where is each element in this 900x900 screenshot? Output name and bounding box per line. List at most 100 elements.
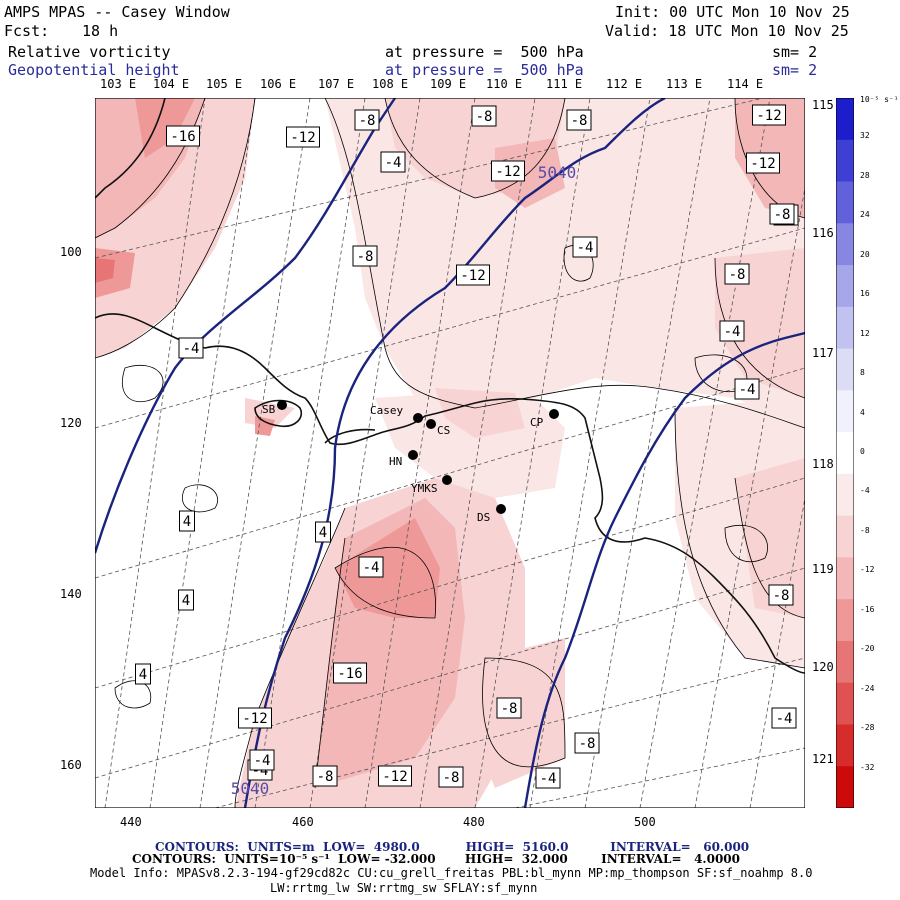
colorbar-segment [836,515,854,558]
vorticity-contour-label: -12 [378,765,412,787]
height-contour-label: 5040 [231,779,270,798]
vorticity-contour-label: 4 [315,521,331,543]
svg-text:-4: -4 [577,240,594,256]
station-label: Casey [370,404,403,417]
vorticity-contour-label: -4 [734,378,760,400]
colorbar-segment [836,98,854,141]
colorbar-segment [836,265,854,308]
station-marker [549,409,559,419]
y-tick: 160 [60,758,82,772]
svg-text:4: 4 [319,525,327,541]
vorticity-contours [95,98,805,808]
station-label: SB [262,403,276,416]
colorbar-tick: -16 [860,604,875,614]
lon-label: 112 E [606,77,643,91]
vorticity-contour-label: -12 [746,152,780,174]
vorticity-contour-label: -4 [771,707,797,729]
vorticity-contour-label: -8 [769,203,795,225]
model-info: Model Info: MPASv8.2.3-194-gf29cd82c CU:… [90,866,813,880]
vorticity-contour-label: -8 [471,105,497,127]
svg-text:4: 4 [139,667,147,683]
svg-text:-8: -8 [317,769,334,785]
y-tick: 120 [60,416,82,430]
x-tick: 480 [463,815,485,829]
vorticity-contour-label: -8 [438,766,464,788]
colorbar-segment [836,181,854,224]
svg-text:-4: -4 [183,341,200,357]
vorticity-contour-info: CONTOURS: UNITS=10⁻⁵ s⁻¹ LOW= -32.000 HI… [132,852,740,866]
colorbar-segment [836,306,854,350]
svg-text:-12: -12 [290,130,315,146]
vorticity-contour-label: -8 [354,109,380,131]
height-labels: 5040 5040 [231,163,577,798]
svg-text:-12: -12 [242,711,267,727]
colorbar-tick: -8 [860,525,870,535]
colorbar-segment [836,682,854,725]
svg-text:-12: -12 [382,769,407,785]
colorbar-tick: -20 [860,644,875,654]
lon-label: 104 E [153,77,190,91]
vorticity-contour-label: -4 [719,320,745,342]
colorbar-segment [836,223,854,266]
station-label: YMKS [411,482,438,495]
colorbar-tick: 8 [860,368,865,378]
colorbar-segment [836,390,854,433]
graticule [95,98,805,808]
station-label: DS [477,511,490,524]
x-tick: 460 [292,815,314,829]
colorbar-segment [836,599,854,642]
vorticity-contour-label: 4 [178,589,194,611]
svg-text:-4: -4 [540,771,557,787]
vorticity-contour-label: -12 [752,104,786,126]
field1-smoothing: sm= 2 [772,43,818,61]
station-label: CS [437,424,450,437]
field1-name: Relative vorticity [8,43,171,61]
colorbar-tick: 12 [860,328,870,338]
svg-text:4: 4 [182,593,190,609]
vorticity-contour-label: 4 [179,510,195,532]
colorbar-tick: 28 [860,170,870,180]
height-contour-label: 5040 [538,163,577,182]
height-contour-info: CONTOURS: UNITS=m LOW= 4980.0 HIGH= 5160… [155,840,750,854]
svg-text:-4: -4 [724,324,741,340]
vorticity-contour-label: -8 [496,697,522,719]
x-tick: 500 [634,815,656,829]
vorticity-contour-label: -8 [768,584,794,606]
lon-label: 108 E [372,77,409,91]
colorbar-tick: -4 [860,486,870,496]
station-label: CP [530,416,544,429]
vorticity-contour-label: -8 [312,765,338,787]
colorbar-units: 10⁻⁵ s⁻¹ [860,95,899,104]
field2-name: Geopotential height [8,61,180,79]
field1-level: at pressure = 500 hPa [385,43,584,61]
colorbar-segment [836,432,854,475]
colorbar-segment [836,766,854,808]
colorbar-tick: 0 [860,447,865,456]
lon-label: 113 E [666,77,703,91]
svg-text:-4: -4 [739,382,756,398]
colorbar-tick: -32 [860,762,875,772]
colorbar-tick: 4 [860,407,865,417]
svg-text:-12: -12 [495,164,520,180]
colorbar-tick: 32 [860,131,870,141]
vorticity-map: -16 -12 -8 -8 -4 -8 -8 -12 -12 -12 -12 -8 -4 -4 -8 -8 -4… [95,98,805,808]
y-tick: 100 [60,245,82,259]
vorticity-contour-label: -12 [238,707,272,729]
field2-level: at pressure = 500 hPa [385,61,584,79]
init-time: Init: 00 UTC Mon 10 Nov 25 [615,3,850,21]
height-contours [95,98,805,808]
field2-smoothing: sm= 2 [772,61,818,79]
svg-text:-8: -8 [476,109,493,125]
svg-text:-8: -8 [359,113,376,129]
colorbar-segment [836,348,854,391]
svg-text:-8: -8 [443,770,460,786]
vorticity-contour-label: -12 [491,160,525,182]
stations: SB Casey CS HN YMKS DS CP [262,400,559,524]
colorbar-tick: 16 [860,289,870,299]
colorbar-segment [836,557,854,600]
svg-text:-16: -16 [337,666,362,682]
lon-label: 110 E [486,77,523,91]
vorticity-contour-label: -4 [535,767,561,789]
y-tick: 140 [60,587,82,601]
svg-text:-8: -8 [773,588,790,604]
